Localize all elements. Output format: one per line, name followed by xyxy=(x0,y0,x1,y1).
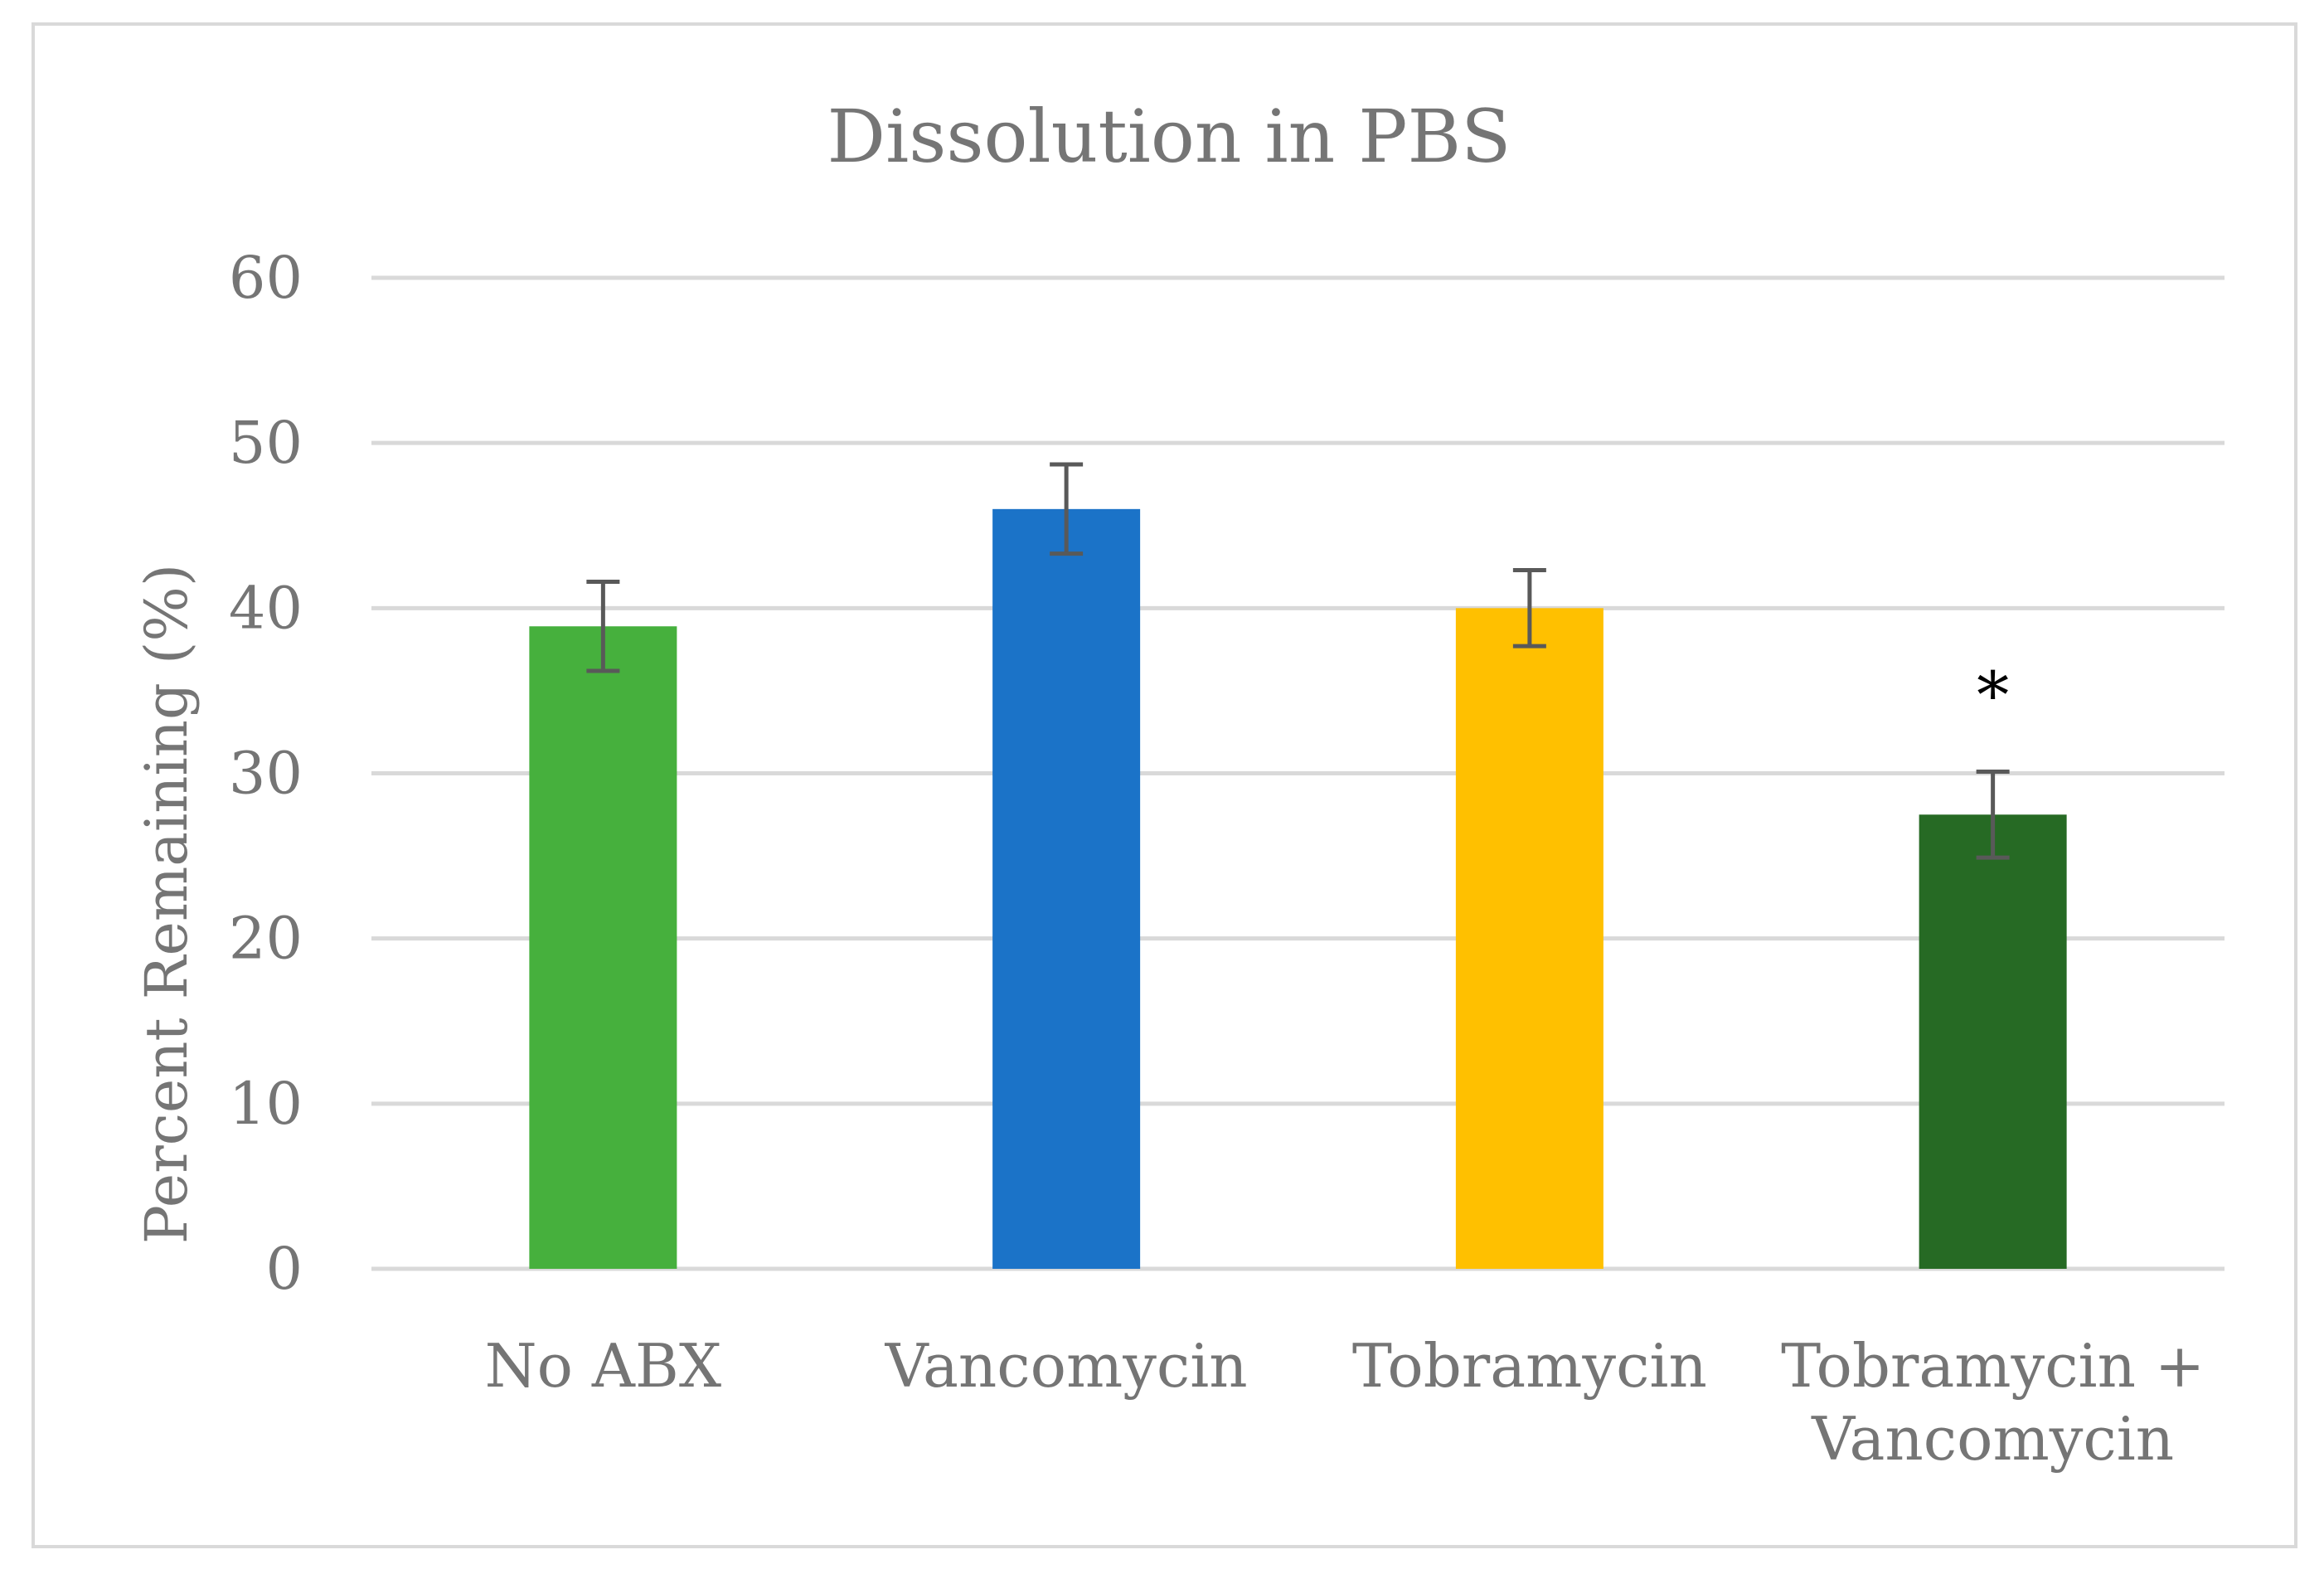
x-category-label-line: Tobramycin + xyxy=(1781,1331,2205,1401)
bar xyxy=(992,508,1141,1269)
bar xyxy=(529,626,677,1269)
x-category-label-line: No ABX xyxy=(485,1331,721,1401)
y-tick-label: 50 xyxy=(229,409,303,477)
x-category-label-line: Vancomycin xyxy=(885,1331,1248,1401)
x-category-label-line: Tobramycin xyxy=(1352,1331,1707,1401)
y-axis-label: Percent Remaining (%) xyxy=(133,564,201,1244)
x-axis-categories: No ABX Vancomycin Tobramycin Tobramycin + Va… xyxy=(485,1331,2205,1474)
y-axis-ticks: 0 10 20 30 40 50 60 xyxy=(229,244,303,1303)
error-bar xyxy=(586,579,620,673)
error-bar xyxy=(1976,770,2010,860)
y-tick-label: 20 xyxy=(229,905,303,973)
significance-marker: * xyxy=(1977,659,2009,734)
y-tick-label: 10 xyxy=(229,1070,303,1138)
annotations: * xyxy=(1977,659,2009,734)
bar xyxy=(1919,814,2067,1269)
y-tick-label: 0 xyxy=(265,1235,303,1303)
error-bar xyxy=(1512,568,1546,649)
bars xyxy=(529,508,2067,1269)
x-category-label: Vancomycin xyxy=(885,1331,1248,1401)
x-category-label: Tobramycin xyxy=(1352,1331,1707,1401)
error-bar xyxy=(1050,462,1084,556)
x-category-label-line: Vancomycin xyxy=(1811,1404,2174,1474)
error-bars xyxy=(586,462,2010,860)
x-category-label: Tobramycin + Vancomycin xyxy=(1781,1331,2205,1474)
y-tick-label: 30 xyxy=(229,740,303,808)
gridlines xyxy=(371,275,2225,1271)
y-tick-label: 60 xyxy=(229,244,303,312)
x-category-label: No ABX xyxy=(485,1331,721,1401)
y-tick-label: 40 xyxy=(229,574,303,642)
chart-title: Dissolution in PBS xyxy=(827,94,1511,179)
bar xyxy=(1455,608,1604,1269)
